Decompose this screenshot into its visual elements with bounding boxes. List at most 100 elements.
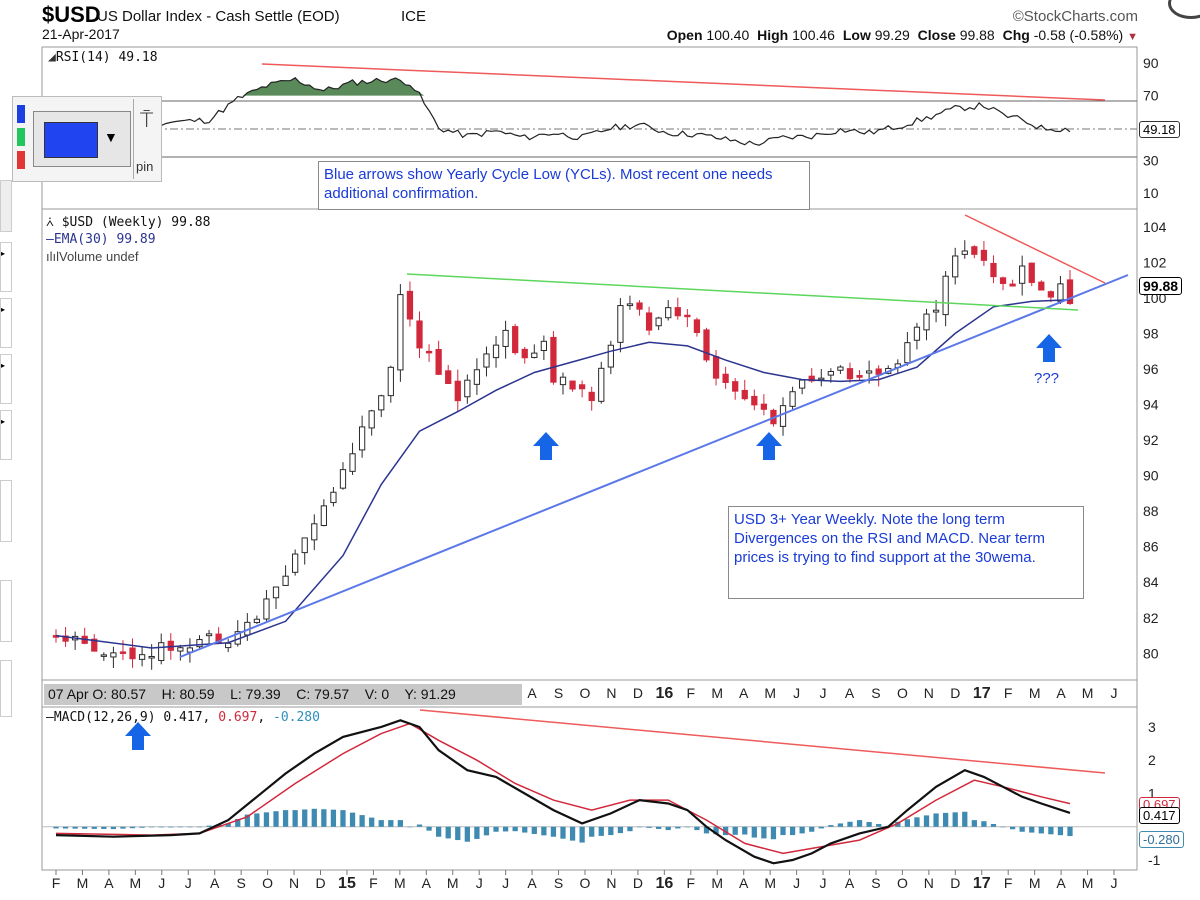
macd-tick-label: 2 [1148, 752, 1156, 768]
chg-label: Chg [1002, 27, 1030, 43]
macd-hist-bar [62, 826, 69, 829]
candle [645, 306, 653, 336]
month-tick-label: O [580, 685, 591, 701]
candle [349, 442, 356, 475]
candle [856, 370, 863, 381]
candle [292, 549, 299, 576]
toolbar-expand-3[interactable]: ▸ [0, 354, 12, 404]
month-tick-label: M [394, 875, 406, 891]
month-tick-label: D [950, 685, 960, 701]
macd-hist-bar [617, 826, 624, 834]
low-value: 99.29 [874, 27, 910, 43]
month-tick-label: S [554, 875, 563, 891]
month-tick-label: A [739, 685, 749, 701]
rsi-current-tag: 49.18 [1139, 121, 1180, 138]
macd-hist-bar [263, 812, 270, 827]
candle [311, 514, 318, 551]
macd-hist-bar [732, 826, 738, 835]
price-tick-label: 104 [1143, 219, 1167, 235]
unconfirmed-ycl-label: ??? [1034, 370, 1060, 387]
rsi-overbought-fill [56, 77, 1070, 96]
candle [732, 378, 739, 400]
month-tick-label: 16 [655, 685, 673, 702]
candle [205, 629, 213, 644]
candle [454, 369, 461, 412]
weekly-note: USD 3+ Year Weekly. Note the long term D… [728, 506, 1084, 599]
color-select[interactable]: ▼ [33, 111, 131, 167]
month-tick-label: O [897, 685, 908, 701]
macd-signal-tag: 0.697 [1139, 797, 1180, 810]
macd-hist-bar [177, 826, 183, 828]
month-tick-label: M [1029, 875, 1041, 891]
macd-hist-bar [1038, 826, 1044, 834]
chevron-down-icon: ▼ [104, 129, 118, 145]
month-tick-label: F [1004, 685, 1013, 701]
macd-hist-bar [770, 826, 777, 840]
price-tick-label: 80 [1143, 645, 1159, 661]
candle [502, 320, 509, 359]
macd-hist-bar [895, 821, 901, 827]
macd-hist-bar [780, 826, 786, 836]
macd-hist-bar [483, 826, 490, 836]
candle [464, 374, 471, 404]
candle [540, 335, 547, 361]
macd-hist-bar [981, 821, 987, 827]
candle [598, 361, 605, 404]
rsi-tick-label: 70 [1143, 88, 1159, 104]
candle [932, 299, 940, 323]
macd-hist-bar [1029, 826, 1035, 833]
toolbar-expand-4[interactable]: ▸ [0, 410, 12, 460]
toolbar-box-2[interactable] [0, 480, 12, 542]
corner-decoration [1168, 0, 1200, 19]
legend-price: $USD (Weekly) 99.88 [61, 215, 211, 230]
macd-hist-bar [608, 826, 614, 836]
neckline-green [406, 273, 1079, 311]
macd-hist-bar [598, 826, 604, 836]
month-tick-label: J [476, 875, 483, 891]
macd-hist-bar [933, 813, 939, 827]
month-tick-label: J [158, 875, 165, 891]
month-tick-label: 17 [973, 875, 991, 892]
month-tick-label: D [633, 685, 643, 701]
month-tick-label: 15 [338, 875, 356, 892]
toolbar-expand-1[interactable]: ▸ [0, 242, 12, 292]
candle [272, 586, 280, 609]
ema-legend-icon: — [46, 232, 54, 247]
month-tick-label: S [871, 875, 880, 891]
pin-button[interactable]: ⍑ pin [133, 99, 161, 179]
month-tick-label: A [845, 875, 855, 891]
high-label: High [757, 27, 789, 43]
macd-hist-bar [282, 810, 289, 827]
macd-hist-bar [330, 809, 337, 827]
macd-hist-bar [904, 819, 911, 827]
candle [512, 323, 519, 355]
toolbar-expand-2[interactable]: ▸ [0, 298, 12, 348]
price-panel-frame [41, 208, 1138, 681]
candle [387, 365, 394, 403]
month-tick-label: S [236, 875, 245, 891]
month-tick-label: A [845, 685, 855, 701]
macd-tick-label: -1 [1148, 852, 1161, 868]
month-tick-label: M [130, 875, 142, 891]
style-widget[interactable]: ▼ ⍑ pin [12, 96, 162, 182]
candle [425, 344, 433, 362]
toolbar-box-4[interactable] [0, 660, 12, 717]
month-tick-label: N [289, 875, 299, 891]
rsi-legend-icon: ◢ [48, 50, 56, 65]
macd-hist-bar [139, 826, 145, 828]
macd-hist-bar [369, 817, 375, 827]
month-tick-label: 17 [973, 685, 991, 702]
month-tick-label: N [606, 875, 616, 891]
candle [837, 365, 844, 374]
candle [397, 284, 404, 382]
month-tick-label: M [1082, 685, 1094, 701]
price-tick-label: 102 [1143, 254, 1167, 270]
price-tick-label: 90 [1143, 468, 1159, 484]
toolbar-box-1[interactable] [0, 180, 12, 232]
toolbar-box-3[interactable] [0, 580, 12, 642]
open-value: 100.40 [706, 27, 750, 43]
high-value: 100.46 [792, 27, 835, 43]
candle [521, 346, 528, 364]
macd-hist-bar [866, 822, 872, 827]
month-tick-label: M [447, 875, 459, 891]
